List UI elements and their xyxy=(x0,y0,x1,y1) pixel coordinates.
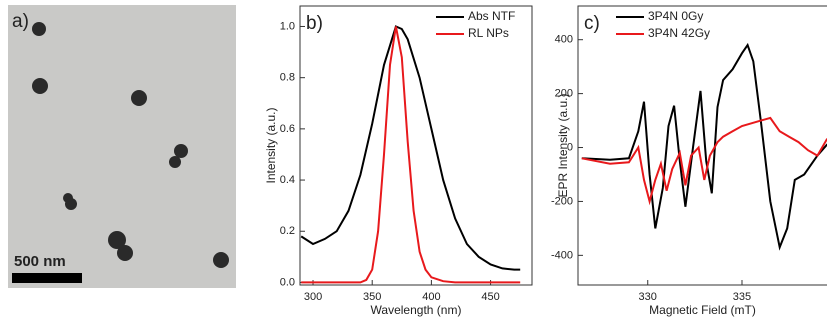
x-tick-label: 400 xyxy=(422,291,440,303)
data-line xyxy=(301,27,520,270)
x-tick-label: 450 xyxy=(481,291,499,303)
scale-bar xyxy=(12,273,82,283)
y-axis-label: EPR Intensity (a.u.) xyxy=(556,93,570,197)
tem-image: 500 nm a) xyxy=(8,5,236,288)
y-tick-label: -400 xyxy=(551,249,573,261)
y-tick-label: 400 xyxy=(555,34,573,46)
y-tick-label: 0.0 xyxy=(280,276,295,288)
plot-frame xyxy=(300,6,532,285)
plot-frame xyxy=(578,6,827,285)
panel-label: a) xyxy=(12,11,29,32)
y-tick-label: 0.6 xyxy=(280,123,295,135)
y-tick-label: 1.0 xyxy=(280,20,295,32)
legend-label: Abs NTF xyxy=(468,9,515,23)
data-line xyxy=(301,27,520,283)
x-axis-label: Magnetic Field (mT) xyxy=(649,303,756,317)
data-line xyxy=(582,45,827,247)
legend-label: 3P4N 42Gy xyxy=(648,26,710,40)
figure: 500 nm a) 300 350 400 450 0.0 0.2 0.4 0.6 0.8 1.0… xyxy=(0,0,827,320)
x-tick-label: 300 xyxy=(304,291,322,303)
y-axis-label: Intensity (a.u.) xyxy=(264,107,278,183)
legend-label: RL NPs xyxy=(468,26,509,40)
scale-bar-label: 500 nm xyxy=(14,253,66,270)
x-tick-label: 335 xyxy=(733,291,751,303)
panel-label: b) xyxy=(306,13,323,34)
legend-label: 3P4N 0Gy xyxy=(648,9,703,23)
x-tick-label: 350 xyxy=(363,291,381,303)
x-tick-label: 330 xyxy=(639,291,657,303)
panel-label: c) xyxy=(584,13,600,34)
y-tick-label: 0.4 xyxy=(280,174,295,186)
y-tick-label: 0.2 xyxy=(280,225,295,237)
x-axis-label: Wavelength (nm) xyxy=(371,303,462,317)
y-tick-label: 0.8 xyxy=(280,72,295,84)
